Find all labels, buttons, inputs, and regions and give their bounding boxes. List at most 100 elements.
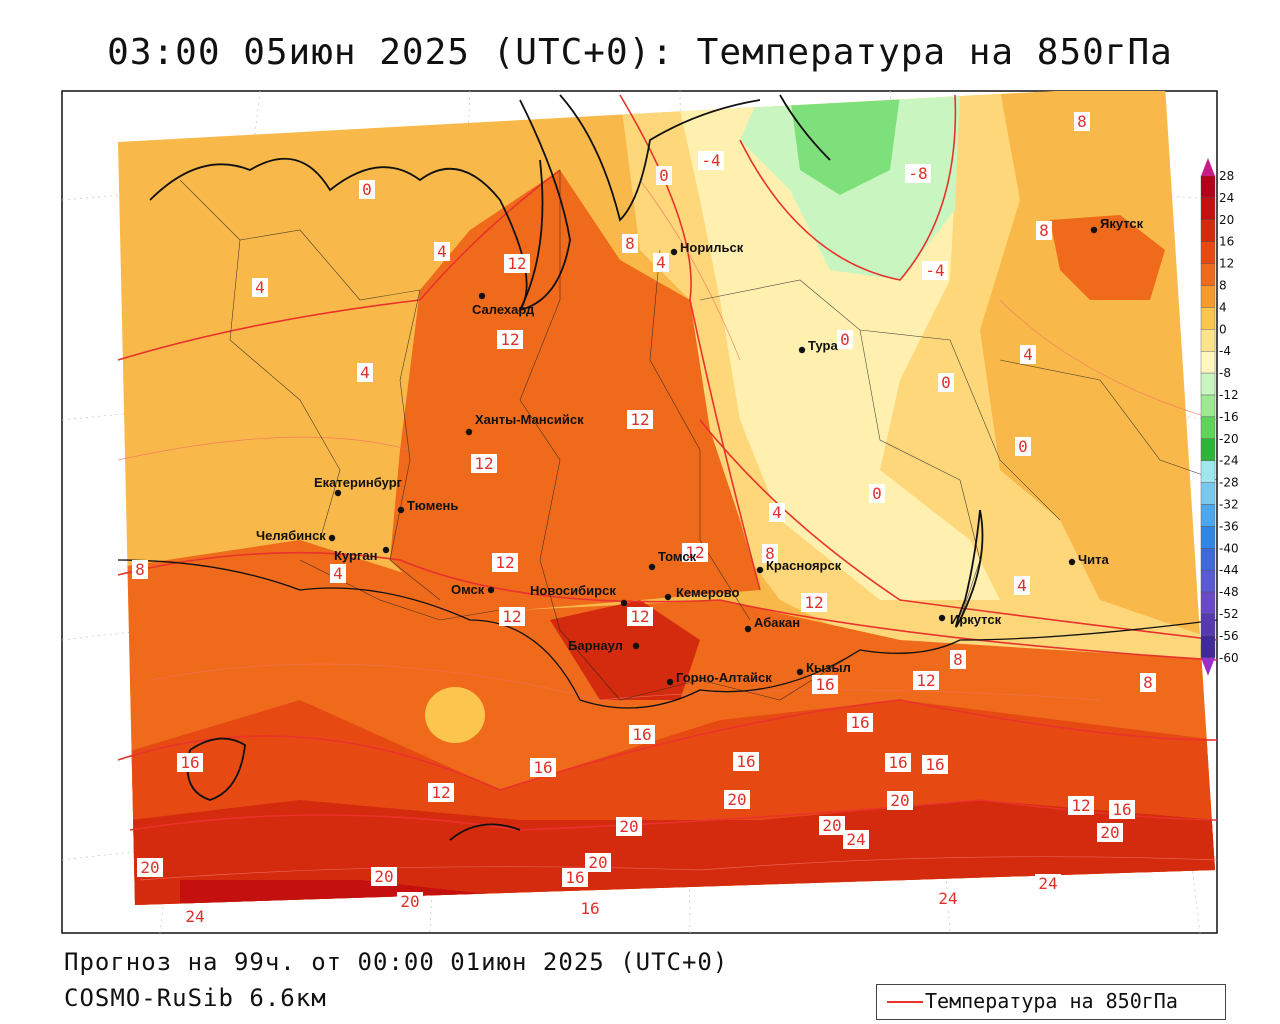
isoline-label-text: 8: [1077, 112, 1087, 131]
isoline-label-bg: [397, 892, 423, 911]
isoline-label-text: 0: [1018, 437, 1028, 456]
city-label: Томск: [658, 549, 697, 564]
city-dot: [465, 428, 473, 436]
isoline-label-text: 20: [619, 817, 638, 836]
isoline-label: 20: [1097, 823, 1123, 842]
isoline-label-text: 16: [815, 675, 834, 694]
city-dot: [670, 248, 678, 256]
isoline-label-text: 16: [850, 713, 869, 732]
isoline-label-bg: [428, 783, 454, 802]
isoline-label-text: 16: [580, 899, 599, 918]
city-label: Новосибирск: [530, 583, 616, 598]
isoline-label-bg: [843, 830, 869, 849]
isoline-label: -4: [698, 151, 724, 170]
isoline-label-bg: [622, 234, 638, 253]
isoline-label: 12: [801, 593, 827, 612]
colorbar-tick-label: 8: [1219, 279, 1227, 293]
colorbar-band: [1200, 526, 1216, 549]
isoline-label: 4: [1020, 345, 1036, 364]
colorbar-band: [1200, 285, 1216, 308]
isoline-label-bg: [938, 373, 954, 392]
isoline-label: 20: [724, 790, 750, 809]
isoline-label: 16: [562, 868, 588, 887]
isoline-label-bg: [132, 560, 148, 579]
colorbar-band: [1200, 241, 1216, 264]
temperature-field: [118, 91, 1215, 905]
city-dot: [397, 506, 405, 514]
isoline-label: 4: [1014, 576, 1030, 595]
legend: Температура на 850гПа: [876, 984, 1226, 1020]
isoline-label-bg: [1140, 673, 1156, 692]
isoline-label-bg: [819, 816, 845, 835]
city-dot: [648, 563, 656, 571]
city-dot: [744, 625, 752, 633]
isoline-label-text: 12: [431, 783, 450, 802]
isoline-label-bg: [698, 151, 724, 170]
colorbar-band: [1200, 438, 1216, 461]
colorbar-tick-label: -32: [1219, 498, 1239, 512]
isoline-label-text: 24: [185, 907, 204, 926]
isoline-label: 8: [1140, 673, 1156, 692]
isoline-label-text: 8: [953, 650, 963, 669]
city-marker: Норильск: [670, 240, 744, 256]
city-label: Омск: [451, 582, 485, 597]
colorbar-band: [1200, 613, 1216, 637]
city-dot: [328, 534, 336, 542]
isoline-label: 24: [1035, 874, 1061, 893]
isoline-label-text: 12: [1071, 796, 1090, 815]
isoline-label-bg: [724, 790, 750, 809]
isoline-label-text: 0: [872, 484, 882, 503]
isoline-label-bg: [499, 607, 525, 626]
isoline-label-bg: [847, 713, 873, 732]
city-dot: [382, 546, 390, 554]
isoline-label: 20: [137, 858, 163, 877]
isoline-label-bg: [653, 253, 669, 272]
isoline-label-bg: [801, 593, 827, 612]
colorbar-tick-label: -20: [1219, 432, 1239, 446]
isoline-label-bg: [497, 330, 523, 349]
city-label: Якутск: [1100, 216, 1144, 231]
city-dot: [664, 593, 672, 601]
isoline-label-text: 4: [656, 253, 666, 272]
isoline-label-text: 8: [625, 234, 635, 253]
isoline-label: 12: [682, 543, 708, 562]
colorbar-tick-label: 4: [1219, 300, 1227, 314]
isoline-label-bg: [869, 484, 885, 503]
isoline-label-bg: [682, 543, 708, 562]
colorbar-band: [1200, 548, 1216, 571]
colorbar-band: [1200, 263, 1216, 286]
isoline-label-bg: [627, 607, 653, 626]
colorbar-tick-label: 12: [1219, 257, 1234, 271]
isoline-label-text: 20: [890, 791, 909, 810]
isoline-label-text: 20: [822, 816, 841, 835]
isoline-label: 20: [819, 816, 845, 835]
isoline-label-text: 20: [727, 790, 746, 809]
isoline-label: 4: [769, 503, 785, 522]
colorbar-tick-label: 28: [1219, 169, 1234, 183]
isoline-label-bg: [769, 503, 785, 522]
city-marker: Якутск: [1090, 216, 1144, 234]
isoline-label: 20: [397, 892, 423, 911]
city-label: Кызыл: [806, 660, 851, 675]
colorbar-tick-label: -12: [1219, 388, 1239, 402]
colorbar-band: [1200, 482, 1216, 505]
isoline-label-text: 4: [360, 363, 370, 382]
city-dot: [1090, 226, 1098, 234]
isoline-label: 12: [471, 454, 497, 473]
colorbar-band: [1200, 372, 1216, 396]
isoline-label-text: 8: [1039, 221, 1049, 240]
city-label: Чита: [1078, 552, 1109, 567]
colorbar-band: [1200, 307, 1216, 330]
isoline-label-text: 12: [630, 410, 649, 429]
city-marker: Екатеринбург: [314, 475, 403, 497]
isoline-label-bg: [434, 242, 450, 261]
country-border: [117, 559, 1217, 709]
isoline-label-text: 8: [765, 544, 775, 563]
isoline-label: 12: [627, 410, 653, 429]
city-dot: [938, 614, 946, 622]
colorbar-tick-label: -36: [1219, 519, 1239, 533]
isoline-label-bg: [762, 544, 778, 563]
isoline-label-text: 8: [1143, 673, 1153, 692]
colorbar-tick-label: -28: [1219, 476, 1239, 490]
city-label: Челябинск: [256, 528, 326, 543]
